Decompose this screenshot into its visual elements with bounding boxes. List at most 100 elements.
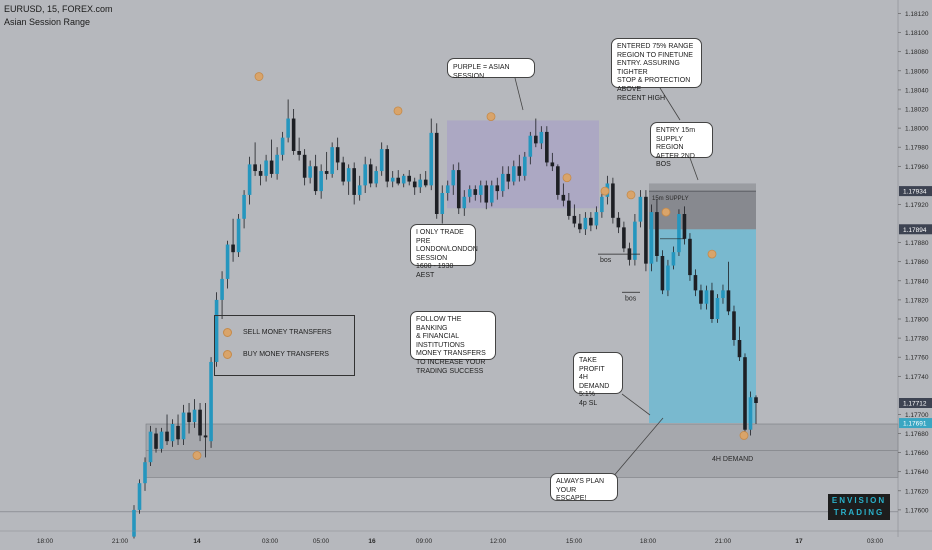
- y-tick-label: 1.17960: [905, 164, 929, 171]
- x-tick-label: 09:00: [416, 538, 433, 545]
- candle-body: [346, 168, 351, 182]
- candle-body: [132, 509, 136, 537]
- x-tick-label: 18:00: [37, 538, 54, 545]
- x-tick-label: 03:00: [262, 538, 279, 545]
- candle-body: [165, 431, 169, 442]
- position-stop-zone: [649, 183, 756, 230]
- price-label-box: [899, 418, 932, 429]
- candle-body: [434, 132, 439, 214]
- candle-body: [275, 154, 279, 174]
- candle-body: [418, 179, 423, 188]
- candle-body: [616, 217, 621, 228]
- y-tick-label: 1.17800: [905, 317, 929, 324]
- money-transfer-marker: [600, 186, 610, 196]
- candle-body: [390, 177, 395, 182]
- candle-body: [242, 194, 246, 219]
- candle-body: [401, 175, 406, 184]
- legend-buy-label: BUY MONEY TRANSFERS: [243, 351, 329, 358]
- candle-body: [583, 217, 588, 230]
- x-tick-label: 17: [795, 538, 803, 545]
- candle-body: [688, 238, 692, 276]
- candle-body: [159, 431, 164, 449]
- candle-body: [220, 278, 224, 300]
- candle-body: [578, 223, 582, 230]
- logo-line-2: TRADING: [833, 508, 885, 517]
- candle-body: [594, 212, 599, 226]
- callout-line: ENTERED 75% RANGE: [617, 43, 694, 50]
- candle-body: [423, 179, 428, 186]
- candle-body: [308, 166, 312, 178]
- callout-asian-session: PURPLE = ASIAN SESSION: [447, 58, 535, 80]
- callout-line: TRADING SUCCESS: [416, 367, 484, 375]
- candle-body: [462, 196, 467, 209]
- price-label-box: [899, 398, 932, 408]
- candle-body: [699, 290, 703, 304]
- candle-body: [385, 149, 390, 182]
- candle-body: [567, 200, 571, 216]
- callout-line: STOP & PROTECTION ABOVE: [617, 77, 691, 93]
- candle-body: [148, 431, 153, 463]
- candle-body: [170, 424, 175, 442]
- price-label-text: 1.17712: [903, 401, 927, 408]
- candle-body: [677, 214, 681, 253]
- y-tick-label: 1.17600: [905, 507, 929, 514]
- candle-body: [743, 357, 747, 430]
- candle-body: [737, 340, 742, 358]
- candle-body: [561, 194, 566, 201]
- money-transfer-marker: [707, 249, 717, 259]
- x-tick-label: 16: [368, 538, 376, 545]
- candle-body: [379, 149, 384, 172]
- candle-body: [600, 196, 604, 213]
- envision-logo: ENVISION TRADING: [828, 494, 890, 520]
- candle-body: [721, 290, 725, 298]
- price-label-box: [899, 224, 932, 235]
- y-tick-label: 1.17980: [905, 145, 929, 152]
- x-tick-label: 12:00: [490, 538, 507, 545]
- candle-body: [467, 189, 472, 197]
- candle-body: [445, 185, 450, 193]
- candle-body: [534, 135, 538, 144]
- callout-line: & FINANCIAL INSTITUTIONS: [416, 333, 465, 349]
- candle-body: [495, 185, 500, 192]
- candle-body: [693, 275, 698, 291]
- y-tick-label: 1.17860: [905, 259, 929, 266]
- y-tick-label: 1.17880: [905, 240, 929, 247]
- candle-body: [319, 171, 323, 192]
- callout-line: 1600 - 1930 AEST: [416, 263, 454, 279]
- money-transfer-marker: [192, 451, 202, 460]
- legend-sell-label: SELL MONEY TRANSFERS: [243, 329, 332, 336]
- candle-body: [236, 218, 241, 253]
- money-transfer-marker: [739, 431, 749, 440]
- candle-body: [192, 409, 197, 423]
- candle-body: [231, 244, 235, 253]
- callout-pointer: [611, 417, 664, 479]
- candle-body: [264, 160, 268, 176]
- candle-body: [368, 164, 373, 184]
- y-tick-label: 1.18040: [905, 87, 929, 94]
- candle-body: [682, 214, 687, 239]
- candle-body: [655, 212, 659, 256]
- candle-body: [181, 412, 186, 440]
- callout-line: I ONLY TRADE PRE: [416, 229, 464, 245]
- demand-label: 4H DEMAND: [712, 456, 753, 463]
- callout-pointer: [659, 87, 681, 121]
- candle-body: [704, 290, 709, 304]
- candle-body: [137, 483, 142, 510]
- candle-body: [341, 162, 345, 182]
- candle-body: [473, 189, 478, 195]
- candle-body: [198, 409, 202, 436]
- candle-body: [269, 160, 274, 174]
- y-tick-label: 1.17820: [905, 297, 929, 304]
- legend-row-sell: SELL MONEY TRANSFERS: [223, 328, 332, 337]
- candle-body: [710, 290, 714, 319]
- y-tick-label: 1.18020: [905, 107, 929, 114]
- candle-body: [550, 162, 555, 167]
- candle-body: [253, 164, 257, 172]
- callout-take-profit: TAKE PROFIT 4H DEMAND 5:1% 4p SL: [573, 352, 623, 407]
- candle-body: [154, 433, 158, 449]
- money-transfer-marker: [626, 190, 636, 200]
- candle-body: [611, 183, 615, 218]
- candle-body: [622, 227, 626, 249]
